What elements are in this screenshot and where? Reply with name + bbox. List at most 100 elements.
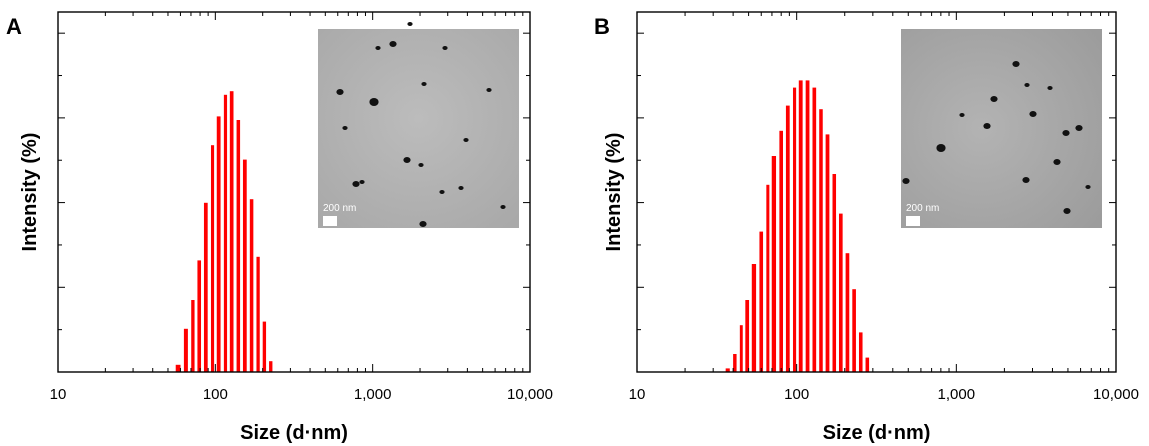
- x-tick-label: 1,000: [938, 386, 976, 403]
- bar: [210, 145, 215, 372]
- x-tick-labels-a: 10 100 1,000 10,000: [50, 386, 553, 403]
- scale-bar-a: [323, 216, 337, 226]
- bar: [269, 361, 273, 372]
- tem-image-b: [901, 29, 1102, 228]
- bar: [812, 87, 817, 372]
- particle: [500, 205, 506, 209]
- bar: [852, 289, 856, 372]
- particle: [486, 88, 492, 92]
- bar: [825, 134, 830, 372]
- particle: [342, 126, 348, 130]
- particle: [990, 96, 998, 102]
- bar: [819, 109, 823, 372]
- particle: [407, 22, 413, 26]
- bar: [229, 91, 234, 372]
- bar: [725, 368, 730, 372]
- particle: [439, 190, 445, 194]
- particle: [1075, 125, 1083, 131]
- tick-marks-a: [57, 12, 530, 372]
- bar: [832, 174, 837, 372]
- scale-bar-b: [906, 216, 920, 226]
- bar: [751, 264, 757, 372]
- bar: [242, 159, 247, 372]
- particle: [421, 82, 427, 86]
- particle: [419, 221, 427, 227]
- bar-series-a: [175, 91, 273, 373]
- bar: [865, 357, 870, 372]
- particle: [336, 89, 344, 95]
- scale-bar-label-b: 200 nm: [906, 203, 939, 214]
- tem-image-a: [318, 29, 519, 228]
- bar: [792, 87, 797, 372]
- particle: [1063, 208, 1071, 214]
- particle: [1012, 61, 1020, 67]
- bar: [858, 332, 863, 372]
- panel-a: A 10 100 1,000 10,000 Size (d·nm) Intensity…: [6, 11, 553, 444]
- particle: [463, 138, 469, 142]
- bar: [771, 156, 777, 372]
- bar: [779, 130, 783, 372]
- tem-inset-a: 200 nm: [318, 22, 519, 228]
- particle: [389, 41, 397, 47]
- plot-frame-a: [57, 11, 531, 373]
- y-axis-title-b: Intensity (%): [603, 133, 625, 252]
- x-tick-label: 10: [50, 386, 67, 403]
- bar: [249, 199, 254, 372]
- bar: [183, 328, 188, 372]
- bar: [203, 202, 208, 372]
- bar: [845, 253, 850, 372]
- x-tick-label: 10: [629, 386, 646, 403]
- particle: [1024, 83, 1030, 87]
- x-tick-labels-b: 10 100 1,000 10,000: [629, 386, 1139, 403]
- scale-bar-label-a: 200 nm: [323, 203, 356, 214]
- particle: [1047, 86, 1053, 90]
- bar: [785, 105, 790, 372]
- bar: [739, 325, 743, 372]
- bar: [766, 184, 770, 372]
- x-tick-label: 10,000: [507, 386, 553, 403]
- particle: [959, 113, 965, 117]
- bar: [216, 116, 221, 373]
- x-tick-label: 100: [203, 386, 228, 403]
- particles-b: [902, 61, 1091, 214]
- bar: [223, 94, 228, 373]
- particles-a: [336, 22, 506, 227]
- x-axis-title-a: Size (d·nm): [240, 422, 348, 444]
- bar: [197, 260, 202, 372]
- panel-label-b: B: [594, 14, 610, 39]
- particle: [1085, 185, 1091, 189]
- particle: [442, 46, 448, 50]
- bar: [191, 300, 195, 372]
- y-axis-title-a: Intensity (%): [19, 133, 41, 252]
- x-tick-label: 10,000: [1093, 386, 1139, 403]
- panel-b: B 10 100 1,000 10,000 Size (d·nm) Intensity…: [594, 11, 1139, 444]
- particle: [418, 163, 424, 167]
- particle: [1062, 130, 1070, 136]
- tem-inset-b: 200 nm: [901, 29, 1102, 228]
- particle: [1053, 159, 1061, 165]
- bar: [759, 231, 764, 372]
- bar: [236, 120, 241, 372]
- bar-series-b: [725, 80, 870, 373]
- x-tick-label: 100: [784, 386, 809, 403]
- particle: [369, 98, 379, 106]
- particle: [983, 123, 991, 129]
- tick-marks-b: [636, 12, 1116, 372]
- particle: [359, 180, 365, 184]
- x-axis-title-b: Size (d·nm): [823, 422, 931, 444]
- panel-label-a: A: [6, 14, 22, 39]
- bar: [175, 364, 181, 372]
- bar: [838, 213, 843, 372]
- plot-frame-b: [636, 11, 1117, 373]
- particle: [403, 157, 411, 163]
- bar: [745, 300, 750, 372]
- particle: [936, 144, 946, 152]
- particle: [458, 186, 464, 190]
- bar: [733, 354, 737, 372]
- particle: [375, 46, 381, 50]
- bar: [262, 321, 267, 372]
- particle: [352, 181, 360, 187]
- particle: [1029, 111, 1037, 117]
- bar: [805, 80, 810, 373]
